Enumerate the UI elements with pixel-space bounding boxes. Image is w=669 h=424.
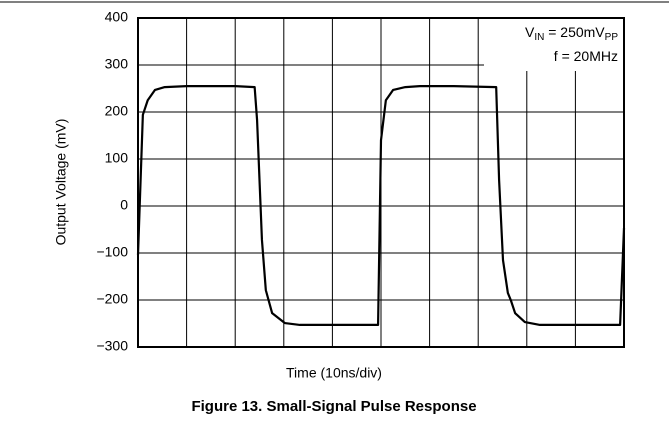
annotation-box [484,19,623,71]
annotation-subscript: PP [605,32,619,43]
annotation-text: = 250mV [544,24,605,40]
annotation: f = 20MHz [554,48,618,64]
y-tick-label: −200 [96,291,128,307]
annotation-subscript: IN [534,32,544,43]
y-tick-label: 200 [105,103,129,119]
annotation-text: f = 20MHz [554,48,618,64]
line-series [136,85,626,327]
y-axis-label: Output Voltage (mV) [53,119,69,246]
y-tick-label: 300 [105,56,129,72]
annotation: VIN = 250mVPP [525,24,618,43]
y-tick-label: 100 [105,150,129,166]
chart-title: Figure 13. Small-Signal Pulse Response [191,398,476,415]
plot-frame [137,17,625,348]
annotation-text: V [525,24,535,40]
y-tick-label: −300 [96,338,128,354]
y-tick-label: −100 [96,244,128,260]
y-tick-label: 400 [105,9,129,25]
x-axis-label: Time (10ns/div) [286,365,382,381]
y-tick-label: 0 [120,197,128,213]
